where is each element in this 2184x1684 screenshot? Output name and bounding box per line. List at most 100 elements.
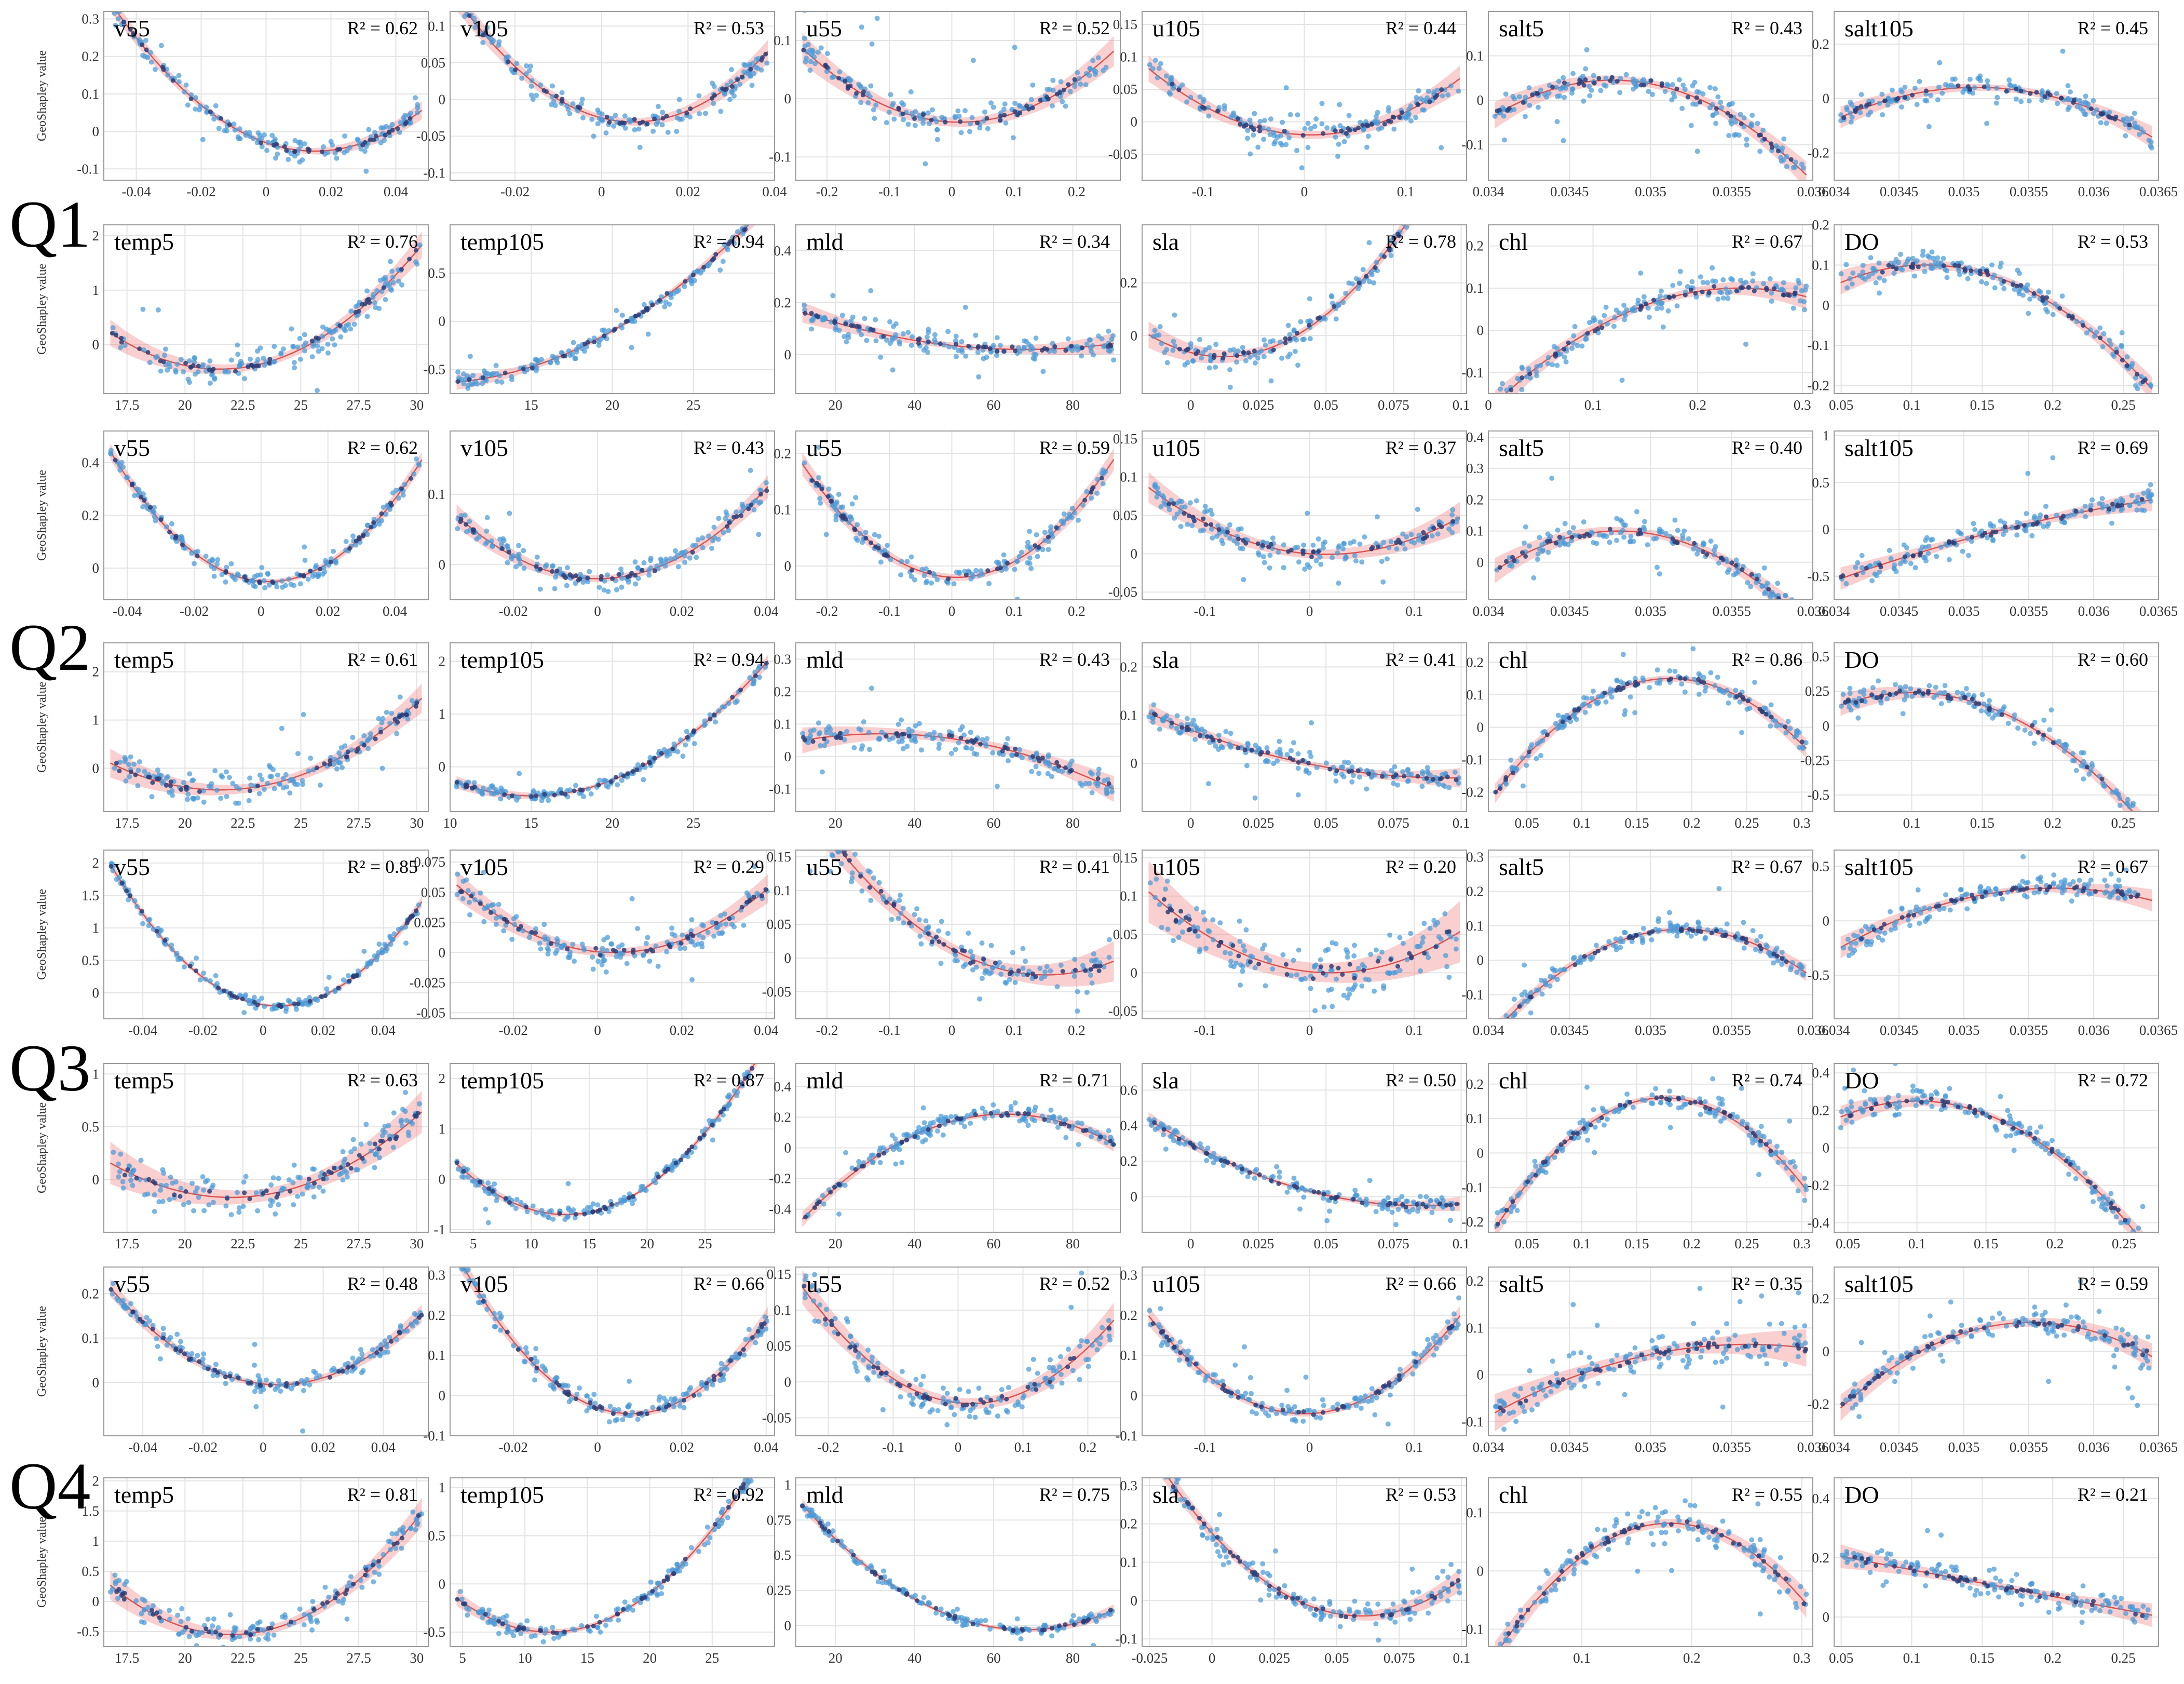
scatter-point-dark (1759, 709, 1765, 714)
scatter-point (1621, 302, 1627, 308)
scatter-point (1634, 509, 1639, 515)
scatter-point-dark (1766, 587, 1771, 592)
x-tick-label: 0.1 (1573, 815, 1591, 831)
scatter-point (471, 16, 477, 21)
scatter-point (507, 510, 512, 516)
scatter-point (1979, 692, 1985, 697)
scatter-point (498, 796, 504, 802)
scatter-point-dark (1527, 371, 1532, 376)
scatter-point (153, 518, 158, 523)
scatter-point (654, 563, 660, 569)
scatter-point (237, 126, 242, 132)
scatter-point (605, 572, 611, 578)
scatter-point (1361, 126, 1366, 132)
scatter-point (1101, 68, 1106, 73)
scatter-point (1319, 121, 1325, 127)
scatter-point (181, 780, 186, 786)
scatter-point-dark (1414, 208, 1419, 213)
confidence-band (1148, 472, 1460, 559)
scatter-point (1725, 295, 1731, 301)
scatter-point (1628, 534, 1634, 540)
scatter-point (1693, 294, 1699, 300)
scatter-point-dark (764, 204, 768, 208)
scatter-point (1312, 124, 1318, 129)
scatter-point-dark (1584, 531, 1590, 536)
y-tick-label: 0.2 (774, 446, 791, 461)
scatter-point-dark (246, 364, 251, 369)
x-tick-label: 0.1 (1006, 184, 1023, 199)
x-tick-label: 25 (686, 815, 700, 831)
y-tick-label: 0.05 (1113, 82, 1137, 97)
scatter-point (257, 345, 263, 351)
scatter-point (1274, 758, 1280, 764)
scatter-point-dark (809, 311, 814, 316)
y-tick-label: 0 (92, 560, 100, 576)
scatter-point-dark (542, 792, 547, 797)
scatter-point (597, 777, 602, 783)
scatter-point-dark (1235, 353, 1240, 358)
scatter-point-dark (170, 78, 175, 83)
scatter-point (581, 794, 587, 800)
scatter-point (1083, 780, 1089, 786)
scatter-point (1156, 65, 1162, 71)
scatter-point-dark (2057, 306, 2063, 311)
scatter-point (858, 727, 864, 733)
scatter-point (364, 522, 370, 528)
scatter-point (1748, 584, 1754, 589)
plot-frame (1488, 11, 1813, 181)
plot-frame (450, 430, 775, 600)
scatter-point (480, 40, 486, 45)
scatter-point-dark (690, 550, 695, 555)
y-tick-label: 0.2 (82, 508, 99, 523)
scatter-point (343, 323, 349, 329)
scatter-point-dark (509, 793, 514, 798)
scatter-point (1279, 142, 1285, 148)
r-squared-label: R² = 0.43 (694, 437, 764, 458)
scatter-point (1213, 743, 1218, 749)
scatter-point (1089, 771, 1095, 777)
scatter-point-dark (1024, 103, 1029, 109)
scatter-point-dark (1718, 555, 1724, 560)
scatter-point (1278, 752, 1283, 758)
scatter-point-dark (344, 755, 349, 760)
scatter-point (1859, 565, 1865, 571)
scatter-point (596, 585, 602, 590)
scatter-point (809, 326, 815, 332)
scatter-point-dark (810, 739, 816, 744)
scatter-point-dark (949, 733, 955, 738)
x-tick-label: 0.02 (670, 603, 694, 619)
scatter-point (465, 385, 471, 391)
scatter-point (1744, 142, 1749, 148)
scatter-point-dark (1454, 777, 1459, 783)
scatter-point-dark (1347, 128, 1352, 133)
quarter-label-q3: Q3 (9, 1031, 90, 1105)
y-tick-label: 0.05 (1113, 508, 1137, 523)
scatter-point (1768, 723, 1773, 729)
scatter-point (331, 548, 336, 554)
scatter-point (473, 20, 479, 25)
scatter-point-dark (292, 149, 297, 154)
scatter-point-dark (503, 370, 508, 375)
scatter-point (128, 754, 133, 760)
scatter-point-dark (1769, 715, 1774, 720)
scatter-points (457, 11, 770, 150)
scatter-point (1179, 82, 1185, 88)
scatter-point (402, 482, 408, 487)
scatter-point (1276, 549, 1281, 555)
scatter-point (1853, 564, 1859, 570)
scatter-point-dark (257, 580, 262, 585)
scatter-point (1208, 358, 1213, 363)
scatter-point-dark (1082, 497, 1088, 503)
scatter-point (390, 274, 396, 280)
scatter-point (113, 22, 118, 28)
scatter-point-dark (1445, 774, 1450, 779)
scatter-point-dark (1596, 76, 1602, 81)
scatter-point (908, 554, 914, 560)
panel-q2-mld: 20 40 60 80-0.100.10.20.3 mld R² = 0.43 (769, 642, 1121, 831)
scatter-point-dark (1688, 287, 1693, 292)
scatter-point (735, 229, 740, 235)
scatter-point (1197, 94, 1203, 100)
scatter-point (1448, 83, 1454, 89)
scatter-point-dark (560, 99, 565, 104)
scatter-point (1067, 762, 1073, 767)
